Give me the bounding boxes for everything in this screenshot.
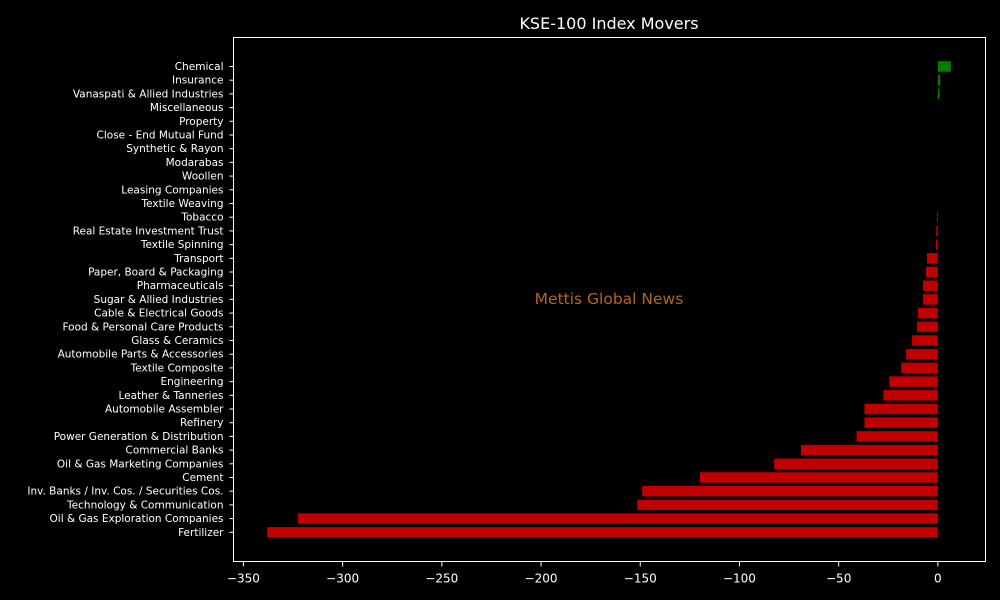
- bar-26: [864, 417, 938, 428]
- bar-20: [912, 335, 938, 346]
- category-label: Textile Composite: [130, 362, 224, 374]
- category-label: Textile Weaving: [141, 198, 224, 210]
- bar-2: [937, 88, 940, 100]
- category-label: Synthetic & Rayon: [126, 143, 223, 155]
- category-label: Paper, Board & Packaging: [88, 267, 223, 279]
- bar-29: [774, 458, 938, 470]
- bar-17: [922, 294, 938, 305]
- bar-19: [917, 321, 938, 333]
- category-label: Refinery: [180, 417, 224, 429]
- category-label: Tobacco: [180, 212, 223, 224]
- chart-title: KSE-100 Index Movers: [519, 14, 698, 33]
- category-label: Property: [179, 116, 223, 128]
- bar-15: [925, 266, 938, 278]
- bar-30: [699, 472, 938, 483]
- bar-14: [926, 253, 938, 264]
- x-tick-label: −150: [624, 572, 657, 586]
- category-label: Textile Spinning: [140, 239, 224, 251]
- category-label: Cable & Electrical Goods: [94, 308, 223, 320]
- watermark: Mettis Global News: [535, 290, 684, 308]
- category-label: Oil & Gas Exploration Companies: [50, 513, 224, 525]
- bar-34: [267, 527, 938, 538]
- category-label: Commercial Banks: [126, 445, 224, 457]
- category-label: Chemical: [175, 61, 224, 73]
- bar-1: [937, 74, 941, 86]
- bar-12: [936, 225, 938, 237]
- bar-18: [918, 307, 938, 319]
- category-label: Fertilizer: [178, 527, 224, 539]
- category-label: Technology & Communication: [66, 499, 223, 511]
- category-label: Transport: [173, 253, 223, 265]
- category-label: Pharmaceuticals: [137, 280, 224, 292]
- x-axis-ticks: −350 −300 −250 −200 −150 −100 −50 0: [227, 561, 942, 586]
- bar-21: [906, 348, 938, 360]
- category-label: Power Generation & Distribution: [54, 431, 224, 443]
- bar-11: [936, 211, 938, 223]
- category-label: Leasing Companies: [121, 184, 223, 196]
- category-label: Cement: [182, 472, 223, 484]
- category-label: Modarabas: [166, 157, 224, 169]
- bar-13: [935, 239, 938, 250]
- bar-24: [883, 390, 938, 401]
- bar-27: [856, 431, 938, 442]
- bar-32: [637, 499, 938, 511]
- category-label: Woollen: [182, 171, 224, 183]
- category-label: Engineering: [161, 376, 224, 388]
- x-tick-label: −50: [826, 572, 851, 586]
- category-label: Close - End Mutual Fund: [97, 130, 224, 142]
- category-label: Inv. Banks / Inv. Cos. / Securities Cos.: [27, 486, 223, 498]
- category-label: Food & Personal Care Products: [62, 321, 223, 333]
- category-label: Insurance: [172, 75, 224, 87]
- x-tick-label: −350: [227, 572, 260, 586]
- x-tick-label: −300: [326, 572, 359, 586]
- x-tick-label: 0: [934, 572, 942, 586]
- category-label: Miscellaneous: [150, 102, 224, 114]
- bar-31: [642, 485, 938, 497]
- category-label: Leather & Tanneries: [118, 390, 223, 402]
- category-label: Sugar & Allied Industries: [94, 294, 224, 306]
- bar-23: [889, 376, 938, 387]
- bar-28: [800, 444, 938, 456]
- bars-group: [267, 61, 951, 538]
- category-label: Glass & Ceramics: [131, 335, 223, 347]
- x-tick-label: −250: [425, 572, 458, 586]
- category-label: Oil & Gas Marketing Companies: [57, 458, 224, 470]
- x-tick-label: −100: [723, 572, 756, 586]
- category-label: Real Estate Investment Trust: [73, 225, 224, 237]
- category-label: Automobile Parts & Accessories: [58, 349, 224, 361]
- bar-16: [922, 280, 938, 291]
- bar-0: [937, 61, 951, 72]
- bar-25: [864, 403, 938, 415]
- category-label: Vanaspati & Allied Industries: [73, 88, 224, 100]
- bar-33: [297, 513, 938, 524]
- bar-22: [901, 362, 938, 374]
- x-tick-label: −200: [525, 572, 558, 586]
- category-label: Automobile Assembler: [105, 404, 224, 416]
